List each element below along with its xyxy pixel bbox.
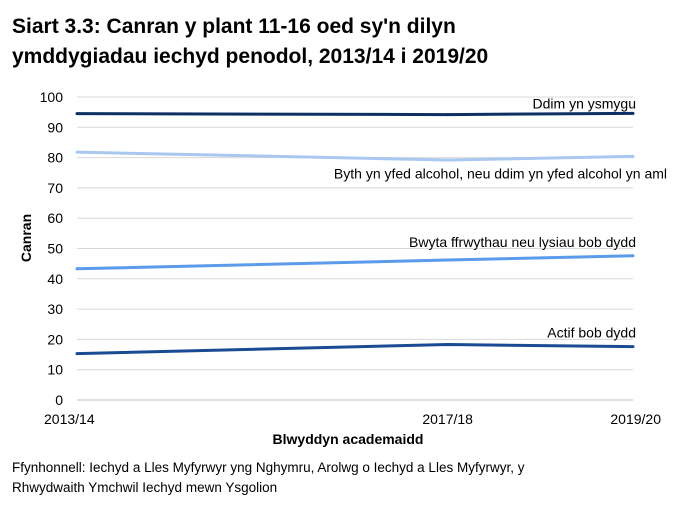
y-tick-label: 70 xyxy=(47,180,63,196)
y-tick-label: 10 xyxy=(47,362,63,378)
series-line xyxy=(76,111,634,117)
y-tick-label: 50 xyxy=(47,241,63,257)
chart-title: Siart 3.3: Canran y plant 11-16 oed sy'n… xyxy=(12,12,662,72)
source-note: Ffynhonnell: Iechyd a Lles Myfyrwyr yng … xyxy=(12,458,662,498)
y-tick-label: 60 xyxy=(47,210,63,226)
x-axis-title: Blwyddyn academaidd xyxy=(273,431,424,447)
y-tick-label: 30 xyxy=(47,301,63,317)
series-line xyxy=(76,343,634,356)
series-lines xyxy=(75,111,635,356)
y-tick-label: 80 xyxy=(47,150,63,166)
y-tick-label: 40 xyxy=(47,271,63,287)
x-tick-label: 2017/18 xyxy=(422,411,473,427)
series-label: Byth yn yfed alcohol, neu ddim yn yfed a… xyxy=(334,165,667,181)
data-point xyxy=(631,154,635,158)
series-line xyxy=(76,254,634,271)
y-tick-label: 20 xyxy=(47,331,63,347)
series-line xyxy=(76,150,634,162)
y-tick-label: 100 xyxy=(40,89,64,105)
data-point xyxy=(631,254,635,258)
x-axis: 2013/14 2017/18 2019/20 xyxy=(44,399,661,427)
data-point xyxy=(631,345,635,349)
data-point xyxy=(446,158,450,162)
data-point xyxy=(631,111,635,115)
data-point xyxy=(446,343,450,347)
data-point xyxy=(75,150,79,154)
source-line-1: Ffynhonnell: Iechyd a Lles Myfyrwyr yng … xyxy=(12,460,525,475)
source-line-2: Rhwydwaith Ymchwil Iechyd mewn Ysgolion xyxy=(12,480,278,495)
series-label: Bwyta ffrwythau neu lysiau bob dydd xyxy=(409,234,636,250)
series-label: Ddim yn ysmygu xyxy=(533,95,636,111)
data-point xyxy=(75,267,79,271)
y-axis-ticks: 0 10 20 30 40 50 60 70 80 90 100 xyxy=(40,89,64,408)
x-tick-label: 2019/20 xyxy=(610,411,661,427)
data-point xyxy=(446,113,450,117)
y-tick-label: 90 xyxy=(47,119,63,135)
chart-title-line-2: ymddygiadau iechyd penodol, 2013/14 i 20… xyxy=(12,45,489,68)
y-axis-title: Canran xyxy=(18,214,34,262)
y-tick-label: 0 xyxy=(55,392,63,408)
series-labels: Ddim yn ysmygu Byth yn yfed alcohol, neu … xyxy=(334,95,667,340)
gridlines xyxy=(77,96,633,401)
data-point xyxy=(75,112,79,116)
series-label: Actif bob dydd xyxy=(547,325,636,341)
chart-title-line-1: Siart 3.3: Canran y plant 11-16 oed sy'n… xyxy=(12,15,456,38)
data-point xyxy=(446,258,450,262)
data-point xyxy=(75,352,79,356)
x-tick-label: 2013/14 xyxy=(44,411,95,427)
